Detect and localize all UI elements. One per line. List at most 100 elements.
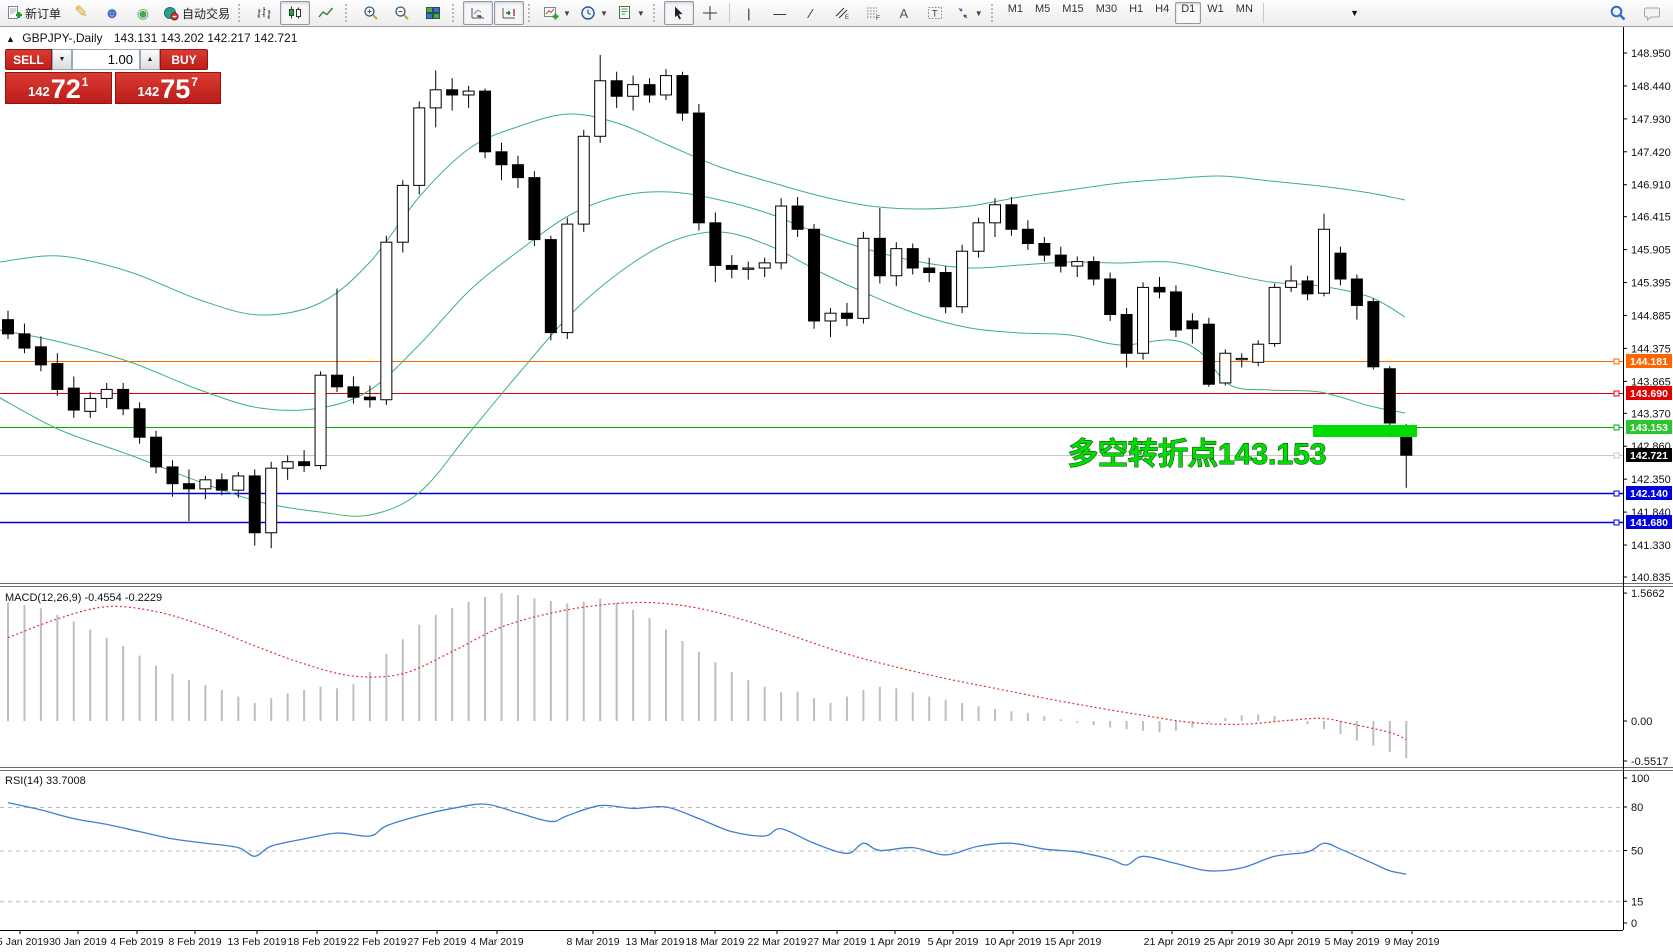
bear-candle: [1350, 278, 1363, 306]
autotrading-icon: [164, 7, 179, 21]
autotrading-button[interactable]: 自动交易: [159, 1, 234, 25]
bull-candle: [429, 89, 442, 109]
price-tick-label: 147.420: [1631, 147, 1671, 159]
price-tick-label: 141.330: [1631, 540, 1671, 552]
bull-candle: [1235, 357, 1248, 361]
bear-candle: [692, 112, 705, 224]
date-tick-label: 4 Feb 2019: [110, 936, 163, 948]
volume-decrease-button[interactable]: ▼: [52, 49, 72, 70]
cursor-tool-button[interactable]: [663, 1, 694, 25]
bear-candle: [610, 80, 623, 97]
price-line-handle[interactable]: [1613, 358, 1620, 365]
price-axis-tag-143.690[interactable]: [1626, 386, 1672, 400]
timeframe-bar: M1 M5 M15 M30 H1 H4 D1 W1 MN: [1002, 2, 1259, 24]
price-axis-tag-143.153[interactable]: [1626, 420, 1672, 434]
bear-candle: [117, 388, 130, 410]
price-tick-label: 143.370: [1631, 408, 1671, 420]
bull-candle: [100, 388, 113, 399]
zoom-in-button[interactable]: [356, 1, 386, 25]
sell-price-display[interactable]: 142 72 1: [5, 72, 112, 104]
profile-icon: ☻: [104, 4, 120, 22]
price-line-handle[interactable]: [1613, 452, 1620, 459]
collapse-panel-icon[interactable]: ▲: [6, 34, 15, 44]
fibonacci-icon: F: [866, 7, 880, 21]
sell-button[interactable]: SELL: [5, 49, 52, 70]
timeframe-W1[interactable]: W1: [1207, 3, 1224, 15]
text-icon: A: [899, 5, 909, 21]
bear-candle: [1186, 320, 1199, 330]
periods-button[interactable]: ▼: [576, 1, 612, 25]
search-button[interactable]: [1603, 1, 1633, 25]
price-line-handle[interactable]: [1613, 424, 1620, 431]
trendline-icon: ∕: [809, 5, 812, 21]
vertical-line-tool-button[interactable]: |: [734, 1, 764, 25]
bear-candle: [166, 466, 179, 485]
chart-shift-icon: [502, 8, 516, 19]
new-order-button[interactable]: 新订单: [2, 1, 65, 25]
timeframe-H1[interactable]: H1: [1129, 3, 1144, 15]
chart-shift-button[interactable]: [494, 1, 525, 25]
macd-tick-label: 1.5662: [1631, 588, 1665, 600]
line-chart-button[interactable]: [311, 1, 341, 25]
buy-price-display[interactable]: 142 75 7: [114, 72, 221, 104]
bear-candle: [363, 396, 376, 401]
crosshair-tool-button[interactable]: [695, 1, 725, 25]
bull-candle: [1252, 343, 1265, 363]
timeframe-MN[interactable]: MN: [1235, 3, 1253, 15]
indicators-button[interactable]: ▼: [539, 1, 575, 25]
macd-tick-label: 0.00: [1631, 716, 1652, 728]
price-axis-tag-142.721[interactable]: [1626, 448, 1672, 462]
toolbar-overflow-icon[interactable]: ▼: [1350, 8, 1359, 18]
tile-windows-button[interactable]: [418, 1, 448, 25]
bear-candle: [51, 363, 64, 390]
chat-button[interactable]: [1637, 1, 1667, 25]
price-line-handle[interactable]: [1613, 490, 1620, 497]
bear-candle: [1169, 291, 1182, 331]
date-tick-label: 8 Feb 2019: [168, 936, 221, 948]
channel-tool-button[interactable]: E: [827, 1, 857, 25]
buy-button[interactable]: BUY: [160, 49, 208, 70]
timeframe-M5[interactable]: M5: [1035, 3, 1051, 15]
zoom-out-button[interactable]: [387, 1, 417, 25]
timeframe-D1[interactable]: D1: [1175, 2, 1202, 24]
timeframe-H4[interactable]: H4: [1155, 3, 1170, 15]
price-axis-tag-141.680[interactable]: [1626, 515, 1672, 529]
timeframe-M30[interactable]: M30: [1095, 3, 1118, 15]
bear-candle: [709, 222, 722, 266]
candlestick-chart-button[interactable]: [280, 1, 311, 25]
price-tick-label: 145.905: [1631, 245, 1671, 257]
timeframe-M15[interactable]: M15: [1062, 3, 1084, 15]
volume-input[interactable]: 1.00: [72, 49, 140, 70]
trendline-tool-button[interactable]: ∕: [796, 1, 826, 25]
zoom-out-icon: [395, 6, 409, 20]
horizontal-line-tool-button[interactable]: —: [765, 1, 795, 25]
autoscroll-button[interactable]: [463, 1, 494, 25]
text-tool-button[interactable]: A: [889, 1, 919, 25]
vertical-line-icon: |: [747, 5, 751, 21]
turning-point-highlight-box[interactable]: [1313, 425, 1417, 437]
price-tick-label: 146.415: [1631, 212, 1671, 224]
arrows-tool-button[interactable]: ▼: [951, 1, 987, 25]
price-axis-tag-144.181[interactable]: [1626, 354, 1672, 368]
zoom-in-icon: [364, 6, 378, 20]
metaeditor-button[interactable]: ✎: [66, 1, 96, 25]
buy-price-pip: 7: [191, 75, 198, 89]
signals-button[interactable]: ◉: [128, 1, 158, 25]
price-axis-tag-142.140[interactable]: [1626, 486, 1672, 500]
macd-signal-line: [7, 601, 1407, 740]
market-profile-button[interactable]: ☻: [97, 1, 127, 25]
price-line-handle[interactable]: [1613, 390, 1620, 397]
main-toolbar: 新订单 ✎ ☻ ◉ 自动交易: [0, 0, 1673, 27]
volume-increase-button[interactable]: ▲: [140, 49, 160, 70]
timeframe-M1[interactable]: M1: [1007, 3, 1023, 15]
bear-candle: [676, 75, 689, 114]
date-tick-label: 25 Apr 2019: [1204, 936, 1261, 948]
bear-candle: [133, 408, 146, 438]
new-order-icon: [8, 6, 22, 19]
candlestick-chart-icon: [289, 6, 302, 19]
templates-button[interactable]: ▼: [613, 1, 649, 25]
bar-chart-button[interactable]: [249, 1, 279, 25]
label-tool-button[interactable]: T: [920, 1, 950, 25]
fibonacci-tool-button[interactable]: F: [858, 1, 888, 25]
price-line-handle[interactable]: [1613, 519, 1620, 526]
